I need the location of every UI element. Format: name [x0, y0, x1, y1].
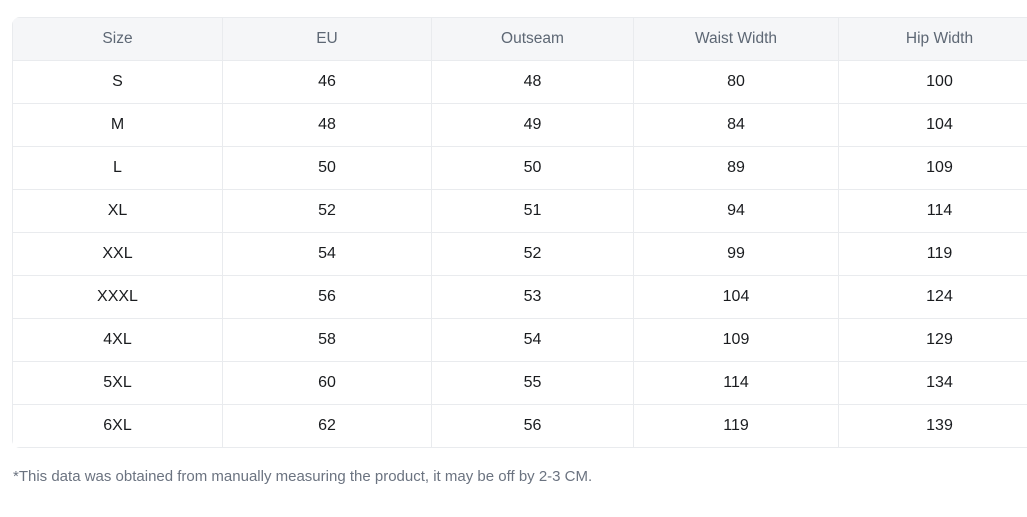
cell-6xl-size: 6XL: [12, 404, 223, 448]
cell-l-size: L: [12, 146, 223, 190]
cell-m-size: M: [12, 103, 223, 147]
cell-5xl-waist-width: 114: [633, 361, 839, 405]
cell-xxl-size: XXL: [12, 232, 223, 276]
table-header-row: Size EU Outseam Waist Width Hip Width: [12, 17, 1027, 61]
table-row-s: S 46 48 80 100: [12, 60, 1027, 104]
table-body: S 46 48 80 100 M 48 49 84 104 L 50 50 89 109 XL 52 51 94 11…: [12, 60, 1027, 448]
column-header-eu: EU: [222, 17, 432, 61]
cell-xxxl-size: XXXL: [12, 275, 223, 319]
cell-6xl-waist-width: 119: [633, 404, 839, 448]
cell-xxxl-outseam: 53: [431, 275, 634, 319]
cell-xxl-eu: 54: [222, 232, 432, 276]
table-row-l: L 50 50 89 109: [12, 146, 1027, 190]
cell-l-outseam: 50: [431, 146, 634, 190]
cell-s-outseam: 48: [431, 60, 634, 104]
table-row-xxxl: XXXL 56 53 104 124: [12, 275, 1027, 319]
table-row-5xl: 5XL 60 55 114 134: [12, 361, 1027, 405]
cell-xxl-waist-width: 99: [633, 232, 839, 276]
column-header-waist-width: Waist Width: [633, 17, 839, 61]
cell-xl-eu: 52: [222, 189, 432, 233]
cell-xxl-outseam: 52: [431, 232, 634, 276]
table-header: Size EU Outseam Waist Width Hip Width: [12, 17, 1027, 61]
column-header-outseam: Outseam: [431, 17, 634, 61]
cell-xxxl-waist-width: 104: [633, 275, 839, 319]
cell-5xl-eu: 60: [222, 361, 432, 405]
cell-5xl-size: 5XL: [12, 361, 223, 405]
cell-s-eu: 46: [222, 60, 432, 104]
column-header-size: Size: [12, 17, 223, 61]
table-row-xxl: XXL 54 52 99 119: [12, 232, 1027, 276]
measurement-disclaimer: *This data was obtained from manually me…: [13, 468, 593, 485]
cell-s-hip-width: 100: [838, 60, 1027, 104]
cell-4xl-eu: 58: [222, 318, 432, 362]
cell-s-waist-width: 80: [633, 60, 839, 104]
cell-6xl-outseam: 56: [431, 404, 634, 448]
cell-xl-hip-width: 114: [838, 189, 1027, 233]
cell-xl-size: XL: [12, 189, 223, 233]
cell-4xl-outseam: 54: [431, 318, 634, 362]
cell-l-eu: 50: [222, 146, 432, 190]
cell-4xl-size: 4XL: [12, 318, 223, 362]
cell-4xl-hip-width: 129: [838, 318, 1027, 362]
cell-m-eu: 48: [222, 103, 432, 147]
cell-6xl-eu: 62: [222, 404, 432, 448]
cell-l-hip-width: 109: [838, 146, 1027, 190]
cell-xl-outseam: 51: [431, 189, 634, 233]
cell-s-size: S: [12, 60, 223, 104]
cell-m-outseam: 49: [431, 103, 634, 147]
cell-xxl-hip-width: 119: [838, 232, 1027, 276]
size-chart-table-container: Size EU Outseam Waist Width Hip Width S 46 48 8…: [12, 17, 1027, 448]
cell-m-waist-width: 84: [633, 103, 839, 147]
cell-xl-waist-width: 94: [633, 189, 839, 233]
cell-6xl-hip-width: 139: [838, 404, 1027, 448]
cell-5xl-hip-width: 134: [838, 361, 1027, 405]
cell-4xl-waist-width: 109: [633, 318, 839, 362]
cell-5xl-outseam: 55: [431, 361, 634, 405]
cell-xxxl-hip-width: 124: [838, 275, 1027, 319]
cell-l-waist-width: 89: [633, 146, 839, 190]
table-row-m: M 48 49 84 104: [12, 103, 1027, 147]
size-chart-table: Size EU Outseam Waist Width Hip Width S 46 48 8…: [12, 17, 1027, 448]
cell-m-hip-width: 104: [838, 103, 1027, 147]
table-row-4xl: 4XL 58 54 109 129: [12, 318, 1027, 362]
cell-xxxl-eu: 56: [222, 275, 432, 319]
table-row-xl: XL 52 51 94 114: [12, 189, 1027, 233]
table-row-6xl: 6XL 62 56 119 139: [12, 404, 1027, 448]
column-header-hip-width: Hip Width: [838, 17, 1027, 61]
